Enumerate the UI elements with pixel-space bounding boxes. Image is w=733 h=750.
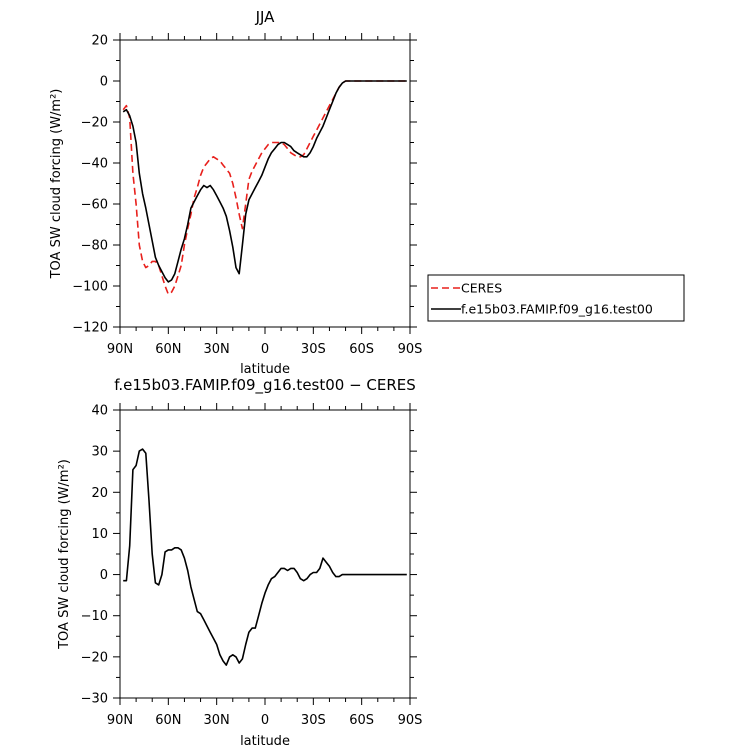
x-tick-label: 60S (349, 342, 374, 357)
x-tick-label: 90S (398, 713, 423, 728)
series-line-0 (122, 80, 407, 296)
x-tick-label: 30N (204, 713, 230, 728)
y-tick-label: 30 (91, 445, 108, 460)
bottom-panel: f.e15b03.FAMIP.f09_g16.test00 − CERES −30… (57, 376, 422, 749)
y-tick-label: −120 (72, 321, 108, 336)
x-tick-label: 90S (398, 342, 423, 357)
x-tick-label: 90N (107, 342, 133, 357)
series-line-0 (123, 448, 407, 666)
series-line-1 (122, 80, 407, 283)
plot-frame (119, 39, 411, 328)
x-axis-title: latitude (240, 734, 290, 749)
y-axis-title: TOA SW cloud forcing (W/m²) (57, 459, 72, 650)
y-tick-label: 20 (91, 34, 108, 49)
x-tick-label: 90N (107, 713, 133, 728)
y-tick-label: 0 (100, 75, 108, 90)
x-tick-label: 30N (204, 342, 230, 357)
x-tick-label: 60N (155, 342, 181, 357)
y-tick-label: −10 (81, 609, 108, 624)
y-tick-label: 0 (100, 568, 108, 583)
top-panel: JJA −120 −100 −80 −60 −40 −20 0 20 90N 60N 30N 0 30S 6… (49, 8, 685, 377)
y-tick-label: 20 (91, 486, 108, 501)
x-tick-label: 0 (261, 713, 269, 728)
x-tick-label: 60S (349, 713, 374, 728)
chart-title: f.e15b03.FAMIP.f09_g16.test00 − CERES (114, 376, 416, 395)
y-axis-title: TOA SW cloud forcing (W/m²) (49, 89, 64, 280)
y-tick-label: −30 (81, 692, 108, 707)
legend-box (427, 274, 685, 322)
y-tick-label: −60 (81, 198, 108, 213)
x-tick-label: 60N (155, 713, 181, 728)
y-tick-label: −20 (81, 116, 108, 131)
y-tick-label: 40 (91, 404, 108, 419)
x-axis-title: latitude (240, 362, 290, 377)
y-tick-label: −100 (72, 280, 108, 295)
x-tick-label: 30S (301, 713, 326, 728)
plot-frame (119, 409, 411, 699)
y-tick-label: −40 (81, 157, 108, 172)
chart-title: JJA (255, 8, 276, 26)
legend: CERES f.e15b03.FAMIP.f09_g16.test00 (427, 274, 685, 322)
y-tick-label: −20 (81, 650, 108, 665)
legend-label-0: CERES (461, 281, 502, 296)
x-tick-label: 30S (301, 342, 326, 357)
y-tick-label: −80 (81, 239, 108, 254)
y-tick-label: 10 (91, 527, 108, 542)
x-tick-label: 0 (261, 342, 269, 357)
legend-label-1: f.e15b03.FAMIP.f09_g16.test00 (461, 302, 653, 317)
